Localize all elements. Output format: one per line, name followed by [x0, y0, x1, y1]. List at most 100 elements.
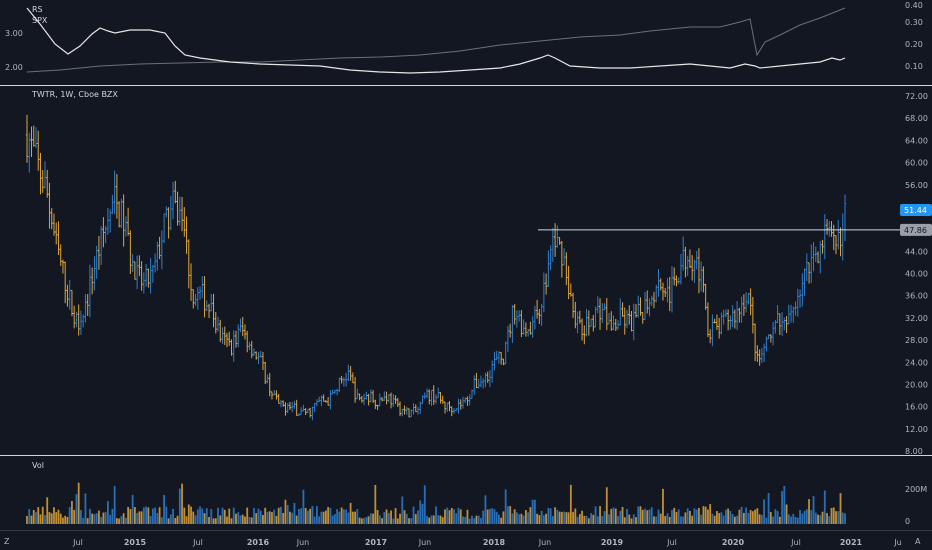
price-bar [623, 307, 626, 335]
price-bar [812, 241, 815, 272]
volume-bar [133, 507, 136, 524]
price-bar [86, 294, 89, 317]
volume-bar [819, 515, 822, 524]
volume-bar [632, 514, 635, 524]
volume-bar [284, 499, 287, 524]
volume-bar [522, 515, 525, 524]
volume-bar [778, 516, 781, 524]
volume-bar [480, 518, 482, 524]
price-y-tick: 16.00 [905, 403, 928, 412]
price-bar [740, 296, 743, 323]
price-bar [149, 258, 152, 294]
price-bar [261, 351, 265, 371]
volume-bar [264, 507, 267, 524]
volume-bar [731, 514, 734, 524]
price-bar [461, 396, 465, 409]
volume-bar [639, 506, 642, 524]
price-bar [387, 394, 391, 403]
time-axis[interactable]: Jul 2015 Jul 2016 Jun 2017 Jun 2018 Jun 2019 Jul 20… [72, 538, 902, 547]
volume-bar [662, 488, 664, 524]
price-bar [697, 248, 701, 294]
price-bar [232, 330, 235, 362]
volume-bar [410, 518, 413, 524]
volume-bar [268, 511, 271, 524]
volume-bar [446, 507, 449, 524]
price-bar [272, 390, 276, 396]
rs-right-tick-010: 0.10 [905, 62, 923, 71]
volume-bar [53, 507, 55, 524]
volume-bar [178, 488, 181, 524]
price-bar [457, 398, 460, 414]
volume-bar [342, 509, 345, 524]
volume-bar [167, 518, 170, 524]
price-bar [223, 326, 226, 345]
volume-bar [71, 500, 73, 524]
price-bar [203, 276, 206, 318]
price-bar [338, 377, 341, 393]
price-bar [753, 323, 757, 362]
volume-bar [437, 515, 440, 524]
price-bar [41, 170, 44, 193]
volume-bar [26, 515, 28, 524]
price-bar [178, 196, 182, 226]
price-bar [533, 305, 537, 330]
price-bar [144, 263, 148, 287]
volume-bar [187, 504, 190, 524]
price-bar [780, 312, 784, 336]
volume-bar [826, 513, 828, 524]
price-bar [495, 350, 498, 361]
volume-bar [298, 509, 300, 524]
volume-bar [390, 510, 392, 524]
volume-bar [183, 507, 186, 524]
price-bar [749, 288, 752, 316]
volume-bar [569, 484, 572, 524]
volume-bar [529, 507, 532, 524]
price-bar [333, 389, 337, 394]
volume-bar [671, 509, 673, 524]
volume-bar [796, 517, 799, 524]
price-bar [605, 298, 608, 331]
price-bars [25, 114, 847, 421]
auto-scale-badge-right[interactable]: A [915, 537, 921, 546]
price-bar [419, 401, 422, 414]
volume-bar [118, 518, 121, 524]
volume-bar [217, 507, 219, 524]
price-bar [464, 397, 467, 403]
price-bar [423, 392, 426, 399]
volume-bar [257, 508, 260, 524]
price-bar [670, 266, 674, 313]
price-bar [410, 409, 413, 418]
price-bar [594, 306, 597, 328]
price-bar [614, 318, 617, 331]
volume-bar [653, 516, 655, 524]
volume-bar [396, 518, 399, 524]
volume-bar [765, 517, 768, 524]
volume-bar [536, 513, 539, 524]
volume-bar [64, 515, 67, 524]
volume-bar [226, 516, 228, 524]
volume-bar [304, 508, 307, 524]
price-bar [185, 216, 188, 254]
price-bar [380, 396, 384, 402]
volume-bar [578, 514, 581, 524]
volume-bar [486, 509, 489, 524]
volume-bar [156, 513, 159, 524]
volume-bar [271, 512, 273, 524]
price-bar [452, 408, 456, 414]
price-bar [46, 169, 49, 198]
price-bar [115, 174, 119, 219]
volume-bar [794, 517, 797, 524]
price-bar [97, 236, 101, 270]
volume-bar [113, 485, 116, 524]
volume-bar [363, 517, 365, 524]
volume-bar [309, 508, 312, 524]
price-bar [704, 283, 707, 310]
price-bar [612, 315, 615, 331]
price-bar [807, 262, 811, 284]
auto-scale-badge-left[interactable]: Z [4, 537, 10, 546]
volume-bar [383, 512, 386, 524]
volume-bar [835, 511, 837, 524]
volume-bar [230, 518, 233, 524]
price-bar [574, 301, 577, 329]
price-bar [169, 196, 173, 231]
